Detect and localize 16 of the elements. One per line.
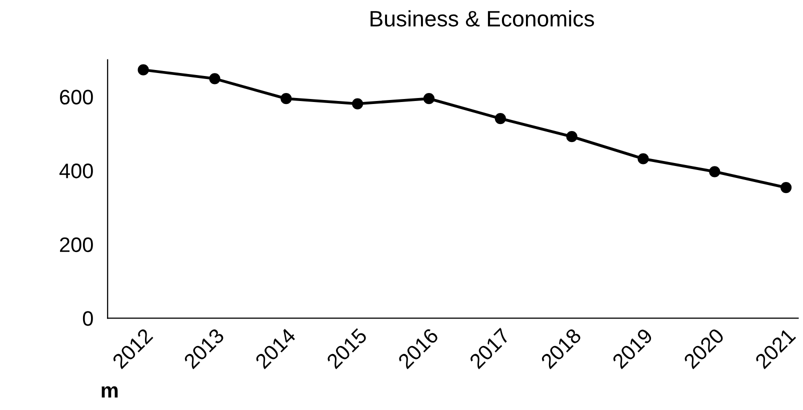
point [352, 98, 364, 110]
text: m [102, 386, 118, 398]
point [780, 182, 792, 194]
point [138, 64, 149, 76]
point [209, 73, 220, 84]
point [709, 166, 720, 178]
point [423, 93, 435, 104]
point [566, 131, 578, 142]
point [638, 153, 649, 164]
y-tick-label: 600 [60, 90, 93, 105]
y-tick-label: 400 [59, 164, 93, 178]
y-tick-label: 0 [82, 311, 93, 326]
chart-title: Business & Economics [370, 10, 594, 27]
point [494, 112, 506, 124]
y-tick-label: 200 [60, 237, 93, 252]
point [280, 93, 292, 104]
